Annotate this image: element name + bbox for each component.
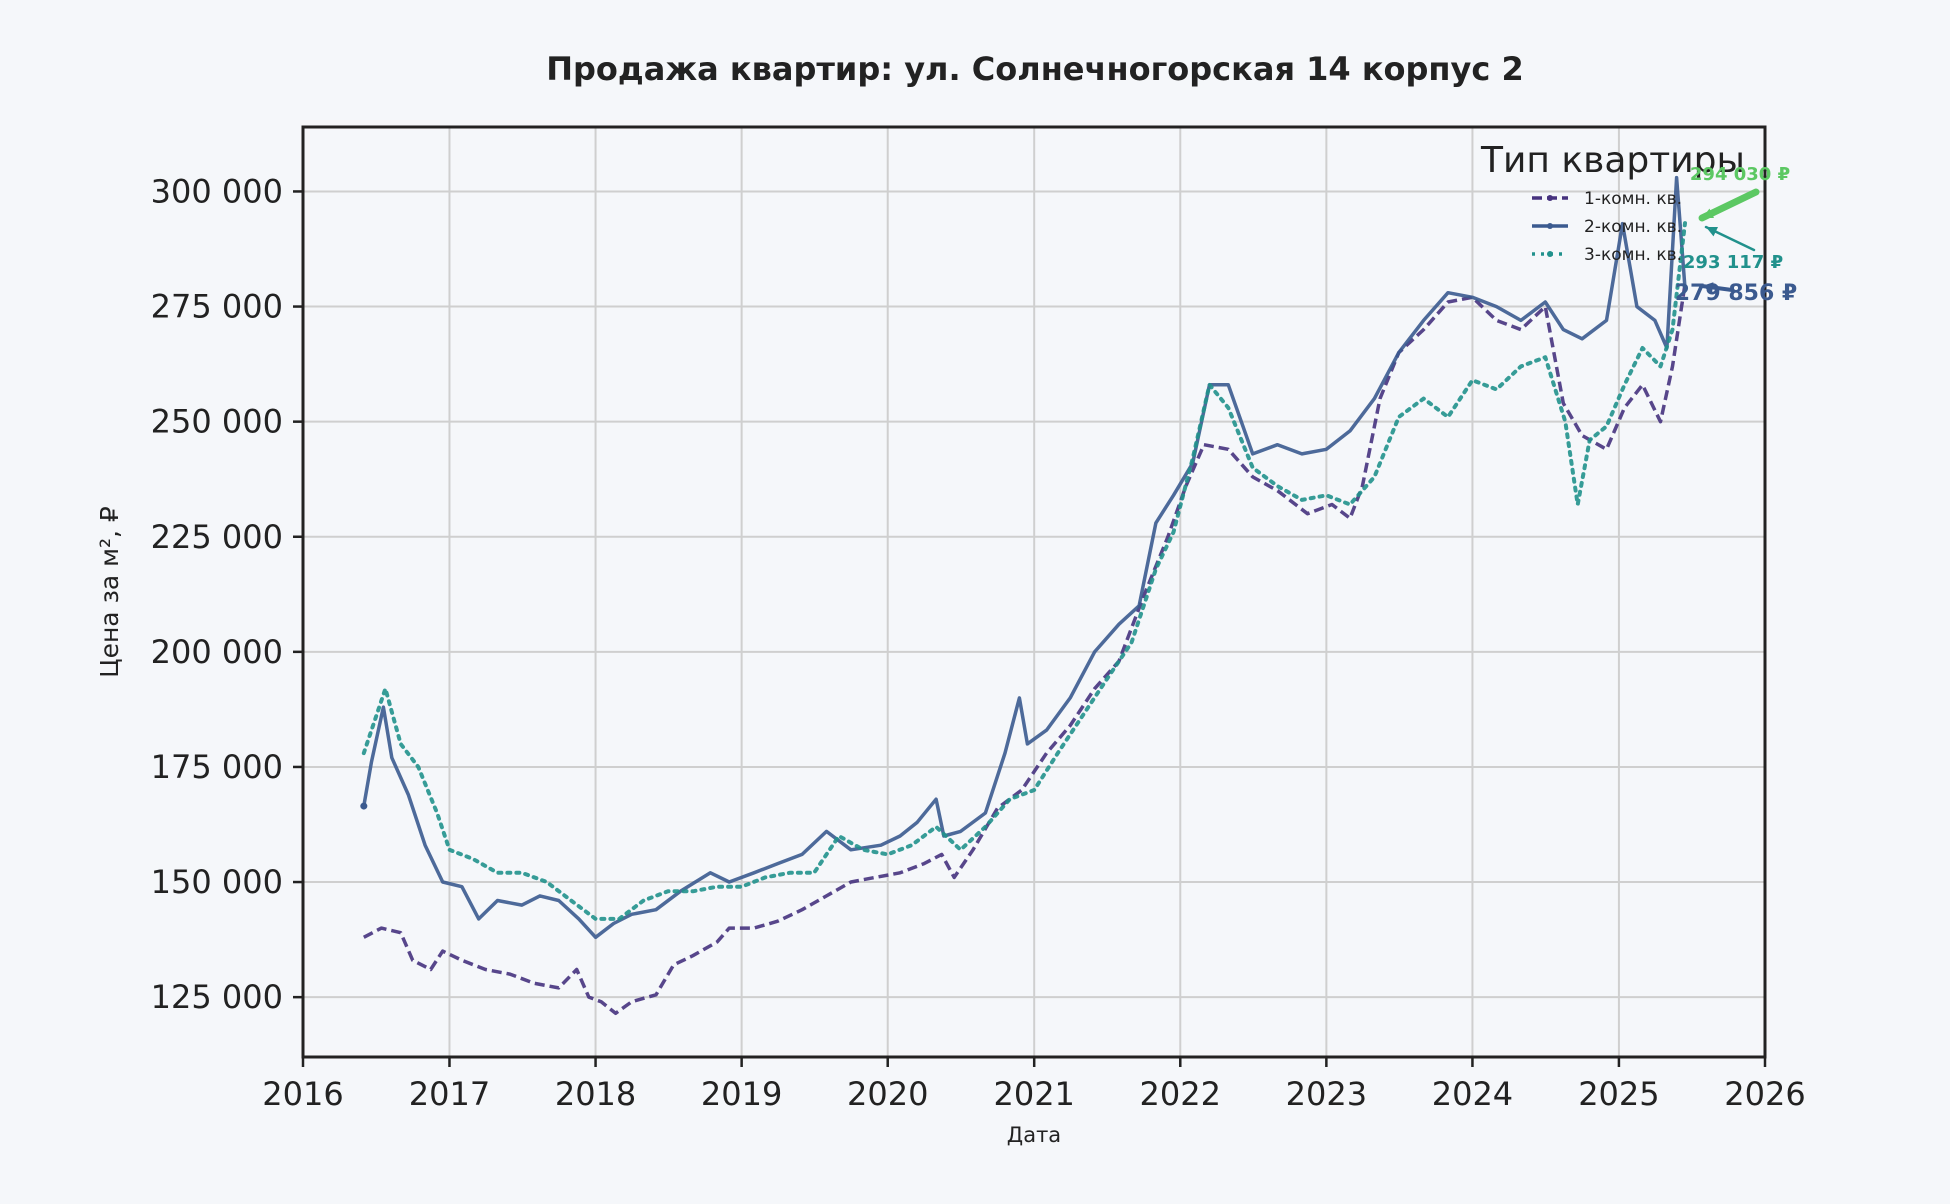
x-tick-label: 2019 (701, 1075, 782, 1113)
legend-marker (1547, 195, 1553, 201)
x-tick-label: 2021 (993, 1075, 1074, 1113)
x-tick-label: 2022 (1140, 1075, 1221, 1113)
annotations: 294 030 ₽ 293 117 ₽ 279 856 ₽ (1675, 164, 1797, 306)
legend-marker (1547, 251, 1553, 257)
x-tick-label: 2025 (1578, 1075, 1659, 1113)
chart-title: Продажа квартир: ул. Солнечногорская 14 … (546, 50, 1524, 88)
x-tick-label: 2017 (409, 1075, 490, 1113)
annotation-arrowhead (1706, 226, 1718, 237)
axes: 2016 2017 2018 2019 2020 2021 2022 2023 2024 2025… (151, 172, 1806, 1113)
y-tick-label: 250 000 (151, 403, 283, 441)
legend: Тип квартиры 1-комн. кв. 2-комн. кв. 3-ком… (1480, 140, 1745, 265)
y-tick-label: 275 000 (151, 288, 283, 326)
series-lines (360, 175, 1687, 1016)
y-axis-label: Цена за м², ₽ (95, 506, 124, 678)
annotation-label: 279 856 ₽ (1675, 281, 1797, 306)
series-line-3 (361, 221, 1687, 921)
legend-label: 2-комн. кв. (1584, 217, 1682, 237)
legend-label: 1-комн. кв. (1584, 189, 1682, 209)
series-line-2 (362, 175, 1687, 940)
grid-lines (302, 127, 1766, 1057)
y-tick-label: 300 000 (151, 172, 283, 210)
x-tick-label: 2016 (262, 1075, 343, 1113)
legend-items: 1-комн. кв. 2-комн. кв. 3-комн. кв. (1532, 189, 1682, 265)
legend-label: 3-комн. кв. (1584, 245, 1682, 265)
annotation-arrowhead (1702, 282, 1714, 293)
legend-title: Тип квартиры (1480, 140, 1745, 181)
annotation-label: 294 030 ₽ (1690, 164, 1790, 185)
y-tick-label: 150 000 (151, 863, 283, 901)
x-tick-label: 2024 (1432, 1075, 1513, 1113)
x-axis-label: Дата (1007, 1123, 1061, 1147)
legend-marker (1547, 223, 1553, 229)
y-tick-label: 200 000 (151, 633, 283, 671)
x-tick-label: 2026 (1724, 1075, 1805, 1113)
x-tick-label: 2020 (847, 1075, 928, 1113)
series-start-marker (360, 802, 368, 810)
y-tick-label: 175 000 (151, 748, 283, 786)
x-tick-label: 2023 (1286, 1075, 1367, 1113)
annotation-arrowhead (1702, 208, 1714, 219)
y-tick-label: 125 000 (151, 978, 283, 1016)
annotation-label: 293 117 ₽ (1683, 252, 1783, 273)
y-tick-label: 225 000 (151, 518, 283, 556)
series-line-1 (362, 283, 1687, 1016)
x-tick-label: 2018 (555, 1075, 636, 1113)
